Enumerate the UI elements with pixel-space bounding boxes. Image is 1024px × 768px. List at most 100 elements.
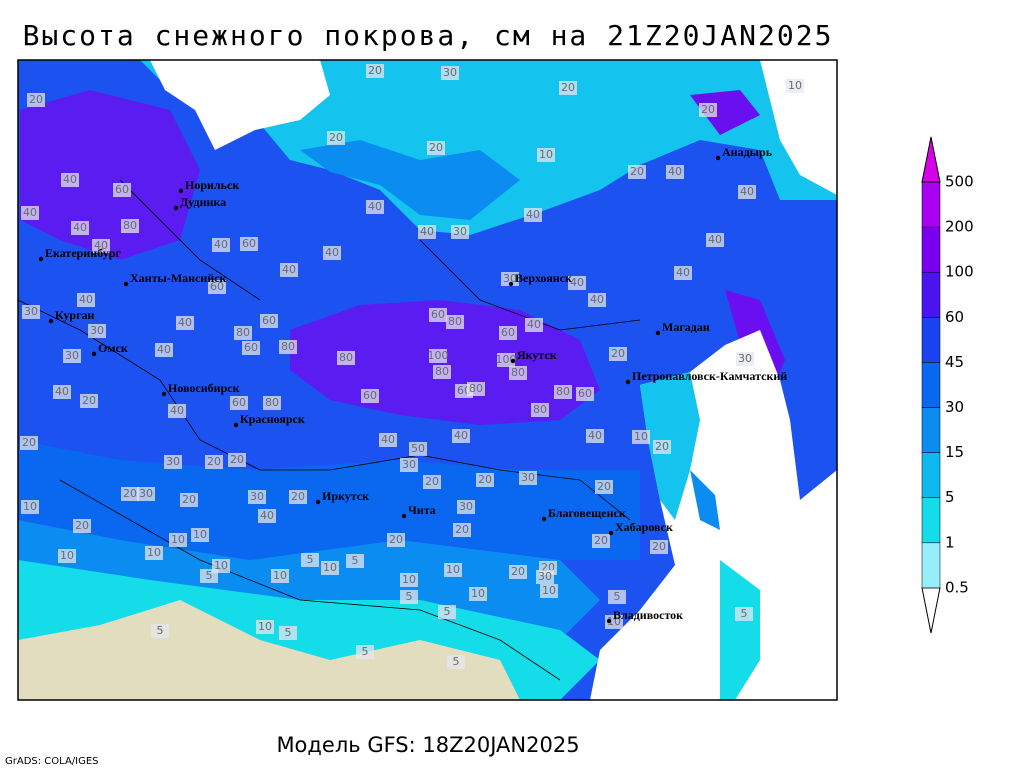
contour-label: 10 <box>539 148 553 161</box>
city-label: Иркутск <box>322 489 369 503</box>
label-box <box>289 490 307 504</box>
label-box <box>366 200 384 214</box>
label-box <box>180 493 198 507</box>
contour-label: 20 <box>329 131 343 144</box>
label-box <box>499 326 517 340</box>
contour-label: 20 <box>207 455 221 468</box>
contour-label: 20 <box>630 165 644 178</box>
contour-label: 20 <box>29 93 43 106</box>
label-box <box>323 246 341 260</box>
contour-label: 5 <box>453 655 460 668</box>
contour-label: 5 <box>307 553 314 566</box>
city-label: Верхоянск <box>515 271 572 285</box>
label-box <box>531 403 549 417</box>
contour-label: 10 <box>193 528 207 541</box>
contour-label: 20 <box>652 540 666 553</box>
contour-label: 5 <box>362 645 369 658</box>
label-box <box>588 293 606 307</box>
contour-label: 30 <box>250 490 264 503</box>
contour-label: 80 <box>511 366 525 379</box>
contour-label: 20 <box>291 490 305 503</box>
label-box <box>137 487 155 501</box>
city-dot <box>510 358 516 364</box>
label-box <box>92 239 110 253</box>
label-box <box>429 349 447 363</box>
contour-label: 40 <box>590 293 604 306</box>
contour-label: 30 <box>453 225 467 238</box>
label-box <box>228 453 246 467</box>
label-box <box>444 563 462 577</box>
contour-label: 5 <box>157 624 164 637</box>
city-label: Благовещенск <box>548 506 626 520</box>
label-box <box>366 64 384 78</box>
city-dot <box>508 281 514 287</box>
label-box <box>447 655 465 669</box>
city-dot <box>606 618 612 624</box>
label-box <box>321 561 339 575</box>
contour-label: 60 <box>363 389 377 402</box>
label-box <box>263 396 281 410</box>
label-box <box>242 341 260 355</box>
label-box <box>145 546 163 560</box>
label-box <box>151 624 169 638</box>
contour-label: 80 <box>339 351 353 364</box>
label-box <box>429 308 447 322</box>
label-box <box>327 131 345 145</box>
label-box <box>628 165 646 179</box>
contour-label: 60 <box>244 341 258 354</box>
contour-label: 5 <box>206 569 213 582</box>
label-box <box>71 221 89 235</box>
label-box <box>418 225 436 239</box>
label-box <box>735 607 753 621</box>
label-box <box>609 347 627 361</box>
contour-label: 40 <box>55 385 69 398</box>
label-box <box>53 385 71 399</box>
city-label: Дудинка <box>180 195 226 209</box>
contour-label: 5 <box>406 590 413 603</box>
contour-label: 10 <box>323 561 337 574</box>
label-box <box>525 318 543 332</box>
city-label: Ханты-Мансийск <box>130 271 227 285</box>
contour-label: 80 <box>123 219 137 232</box>
city-label: Омск <box>98 341 128 355</box>
contour-label: 40 <box>178 316 192 329</box>
label-box <box>256 620 274 634</box>
label-box <box>73 519 91 533</box>
city-labels: Анадырь Норильск Дудинка Екатеринбург Ханты-… <box>38 145 787 624</box>
city-label: Чита <box>408 503 436 517</box>
label-box <box>21 500 39 514</box>
label-box <box>509 366 527 380</box>
label-box <box>271 569 289 583</box>
city-dot <box>48 318 54 324</box>
label-box <box>63 349 81 363</box>
contour-label: 30 <box>90 324 104 337</box>
contour-label: 40 <box>668 165 682 178</box>
city-dot <box>608 530 614 536</box>
contour-label: 80 <box>236 326 250 339</box>
label-box <box>467 382 485 396</box>
colorbar-box <box>921 542 941 589</box>
snow-zone <box>18 440 640 560</box>
contour-label: 80 <box>469 382 483 395</box>
label-box <box>387 533 405 547</box>
contour-label: 20 <box>82 394 96 407</box>
contour-label: 20 <box>511 565 525 578</box>
contour-label: 40 <box>676 266 690 279</box>
colorbar-label: 15 <box>945 443 964 461</box>
city-label: Анадырь <box>722 145 773 159</box>
contour-label: 20 <box>655 440 669 453</box>
contour-label: 10 <box>273 569 287 582</box>
map: 20 30 20 10 20 20 20 10 20 20 40 40 40 60 40 80 40 40 40 30… <box>17 59 838 701</box>
contour-label: 40 <box>420 225 434 238</box>
city-dot <box>161 391 167 397</box>
contour-label: 5 <box>285 626 292 639</box>
colorbar-box <box>921 407 941 453</box>
label-box <box>121 487 139 501</box>
contour-label: 10 <box>471 587 485 600</box>
label-box <box>80 394 98 408</box>
map-frame <box>17 59 838 701</box>
label-box <box>537 148 555 162</box>
label-box <box>592 534 610 548</box>
contour-labels: 20 30 20 10 20 20 20 10 20 20 40 40 40 60 40 80 40 40 40 30… <box>20 64 804 669</box>
